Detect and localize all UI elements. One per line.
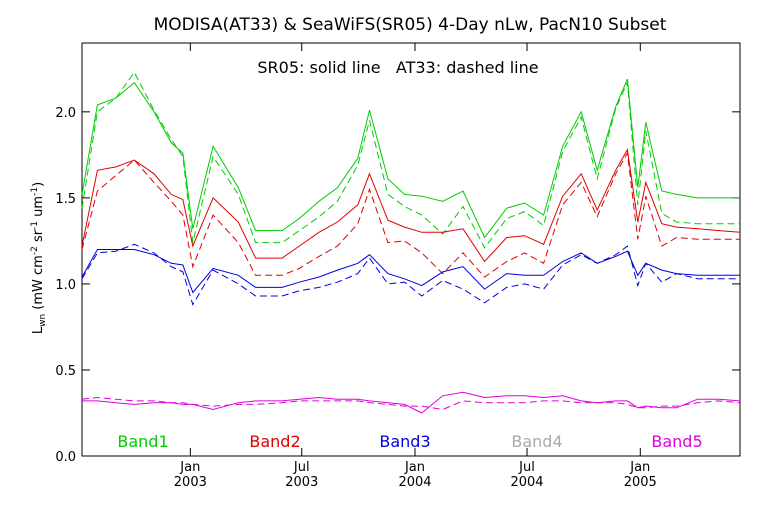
x-tick-year: 2005	[624, 475, 657, 490]
legend: Band1 Band2 Band3 Band4 Band5	[117, 432, 702, 451]
y-tick-label: 2.0	[55, 106, 76, 121]
x-tick-month: Jul	[518, 460, 535, 475]
plot-frame	[81, 42, 741, 457]
y-tick-label: 1.0	[55, 278, 76, 293]
x-tick-month: Jan	[629, 460, 650, 475]
series-band5-sr05	[82, 391, 741, 414]
line-style-note: SR05: solid line AT33: dashed line	[257, 58, 538, 77]
x-tick-year: 2003	[174, 475, 207, 490]
x-tick-month: Jan	[179, 460, 200, 475]
y-tick-label: 1.5	[55, 192, 76, 207]
series-band1-at33	[81, 71, 740, 249]
legend-band1: Band1	[117, 432, 168, 451]
x-tick-year: 2004	[398, 475, 431, 490]
legend-band4: Band4	[511, 432, 562, 451]
x-tick-month: Jan	[404, 460, 425, 475]
legend-band5: Band5	[651, 432, 702, 451]
chart-title: MODISA(AT33) & SeaWiFS(SR05) 4-Day nLw, …	[154, 15, 667, 35]
x-tick-year: 2004	[510, 475, 543, 490]
y-axis-label: Lwn (mW cm-2 sr-1 um-1)	[30, 182, 48, 334]
series-band3-sr05	[81, 249, 740, 294]
series-band2-sr05	[81, 148, 741, 263]
series-band5-at33	[81, 396, 741, 411]
series-band2-at33	[81, 151, 740, 278]
x-tick-month: Jul	[293, 460, 310, 475]
y-tick-label: 0.0	[55, 450, 76, 465]
series-band1-sr05	[81, 78, 740, 239]
legend-band3: Band3	[379, 432, 430, 451]
y-tick-label: 0.5	[55, 364, 76, 379]
x-tick-year: 2003	[285, 475, 318, 490]
series-lines	[81, 71, 741, 414]
series-band3-at33	[81, 243, 740, 306]
legend-band2: Band2	[249, 432, 300, 451]
